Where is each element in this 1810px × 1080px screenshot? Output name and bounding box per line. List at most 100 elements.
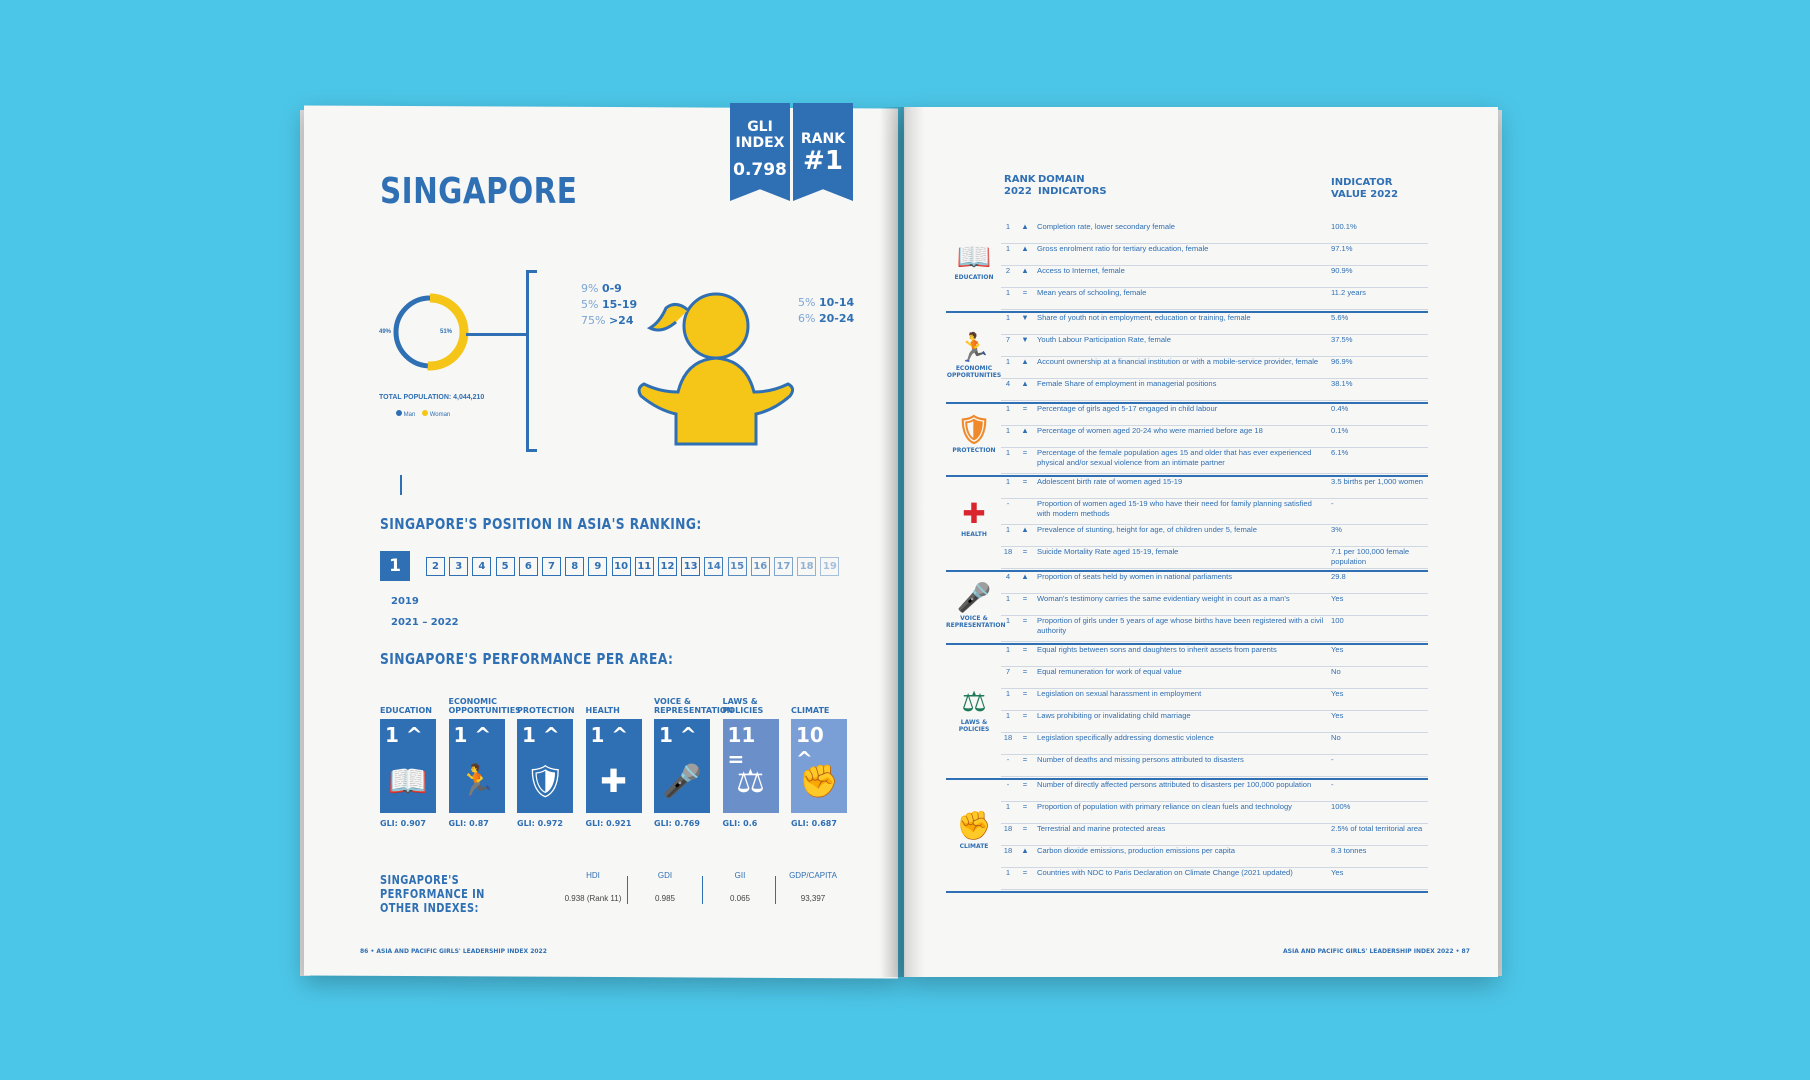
- row-indicator: Woman's testimony carries the same evide…: [1037, 594, 1290, 603]
- row-indicator: Gross enrolment ratio for tertiary educa…: [1037, 244, 1209, 253]
- row-divider: [1001, 710, 1428, 711]
- area-card: LAWS & POLICIES 11 = ⚖ GLI: 0.6: [722, 687, 779, 828]
- row-indicator: Adolescent birth rate of women aged 15-1…: [1037, 477, 1183, 486]
- index-item: HDI 0.938 (Rank 11): [558, 871, 628, 903]
- fist-plant-icon: ✊: [956, 809, 992, 842]
- table-row: 7 ▼ Youth Labour Participation Rate, femal…: [1001, 335, 1428, 357]
- area-tile: 1 ^ 🛡: [517, 719, 573, 813]
- domain-name: PROTECTION: [952, 447, 996, 454]
- left-page: [304, 105, 898, 979]
- row-rank: 1: [1005, 357, 1011, 366]
- row-rank: 1: [1005, 404, 1011, 413]
- row-rank: 1: [1005, 689, 1011, 698]
- row-divider: [1001, 334, 1428, 335]
- row-divider: [1001, 309, 1428, 310]
- row-indicator: Suicide Mortality Rate aged 15-19, femal…: [1037, 547, 1179, 556]
- row-divider: [1001, 568, 1428, 569]
- row-trend: =: [1022, 288, 1028, 297]
- donut-woman-arc: [391, 293, 469, 371]
- row-trend: ▲: [1021, 572, 1029, 581]
- table-row: 18 = Legislation specifically addressing d…: [1001, 733, 1428, 755]
- area-rank: 1 ^: [590, 723, 629, 747]
- area-label: EDUCATION: [380, 706, 432, 715]
- row-value: 100%: [1331, 802, 1351, 811]
- row-trend: ▼: [1021, 335, 1029, 344]
- row-value: 5.6%: [1331, 313, 1349, 322]
- row-indicator: Proportion of women aged 15-19 who have …: [1037, 499, 1312, 518]
- index-divider: [702, 876, 703, 904]
- area-tile: 10 ^ ✊: [791, 719, 847, 813]
- row-indicator: Mean years of schooling, female: [1037, 288, 1147, 297]
- row-indicator: Percentage of girls aged 5-17 engaged in…: [1037, 404, 1218, 413]
- area-label: LAWS & POLICIES: [722, 697, 764, 715]
- table-row: - Proportion of women aged 15-19 who have…: [1001, 499, 1428, 525]
- row-rank: 1: [1005, 244, 1011, 253]
- row-rank: 7: [1005, 667, 1011, 676]
- left-footer: 86 • ASIA AND PACIFIC GIRLS' LEADERSHIP …: [360, 948, 547, 955]
- girl-figure-icon: [637, 292, 795, 446]
- row-value: 96.9%: [1331, 357, 1353, 366]
- area-label: HEALTH: [585, 706, 620, 715]
- ranking-year-2019: 2019: [391, 596, 419, 607]
- ranking-box: 7: [542, 557, 561, 576]
- table-row: 1 = Laws prohibiting or invalidating child…: [1001, 711, 1428, 733]
- area-card: PROTECTION 1 ^ 🛡 GLI: 0.972: [517, 687, 575, 828]
- area-card: HEALTH 1 ^ ✚ GLI: 0.921: [585, 687, 642, 828]
- podium-speaker-icon: 🎤: [662, 763, 702, 799]
- area-card: VOICE & REPRESENTATION 1 ^ 🎤 GLI: 0.769: [654, 687, 733, 828]
- row-divider: [1001, 615, 1428, 616]
- table-row: 1 ▲ Percentage of women aged 20-24 who wer…: [1001, 426, 1428, 448]
- area-tile: 11 = ⚖: [722, 719, 779, 813]
- table-row: 18 = Suicide Mortality Rate aged 15-19, fe…: [1001, 547, 1428, 569]
- row-value: 0.4%: [1331, 404, 1349, 413]
- index-name: GDI: [657, 871, 673, 880]
- row-indicator: Equal rights between sons and daughters …: [1037, 645, 1277, 654]
- medical-kit-icon: ✚: [962, 497, 986, 530]
- ranking-box: 17: [774, 557, 793, 576]
- row-rank: 18: [1003, 547, 1013, 556]
- header-domain: DOMAIN INDICATORS: [1038, 174, 1107, 197]
- row-trend: =: [1022, 477, 1028, 486]
- area-gli: GLI: 0.687: [791, 819, 837, 828]
- header-rank: RANK 2022: [1004, 174, 1036, 197]
- legend-man-dot: [396, 410, 402, 416]
- index-item: GII 0.065: [705, 871, 775, 903]
- row-divider: [1001, 867, 1428, 868]
- table-row: 1 ▲ Gross enrolment ratio for tertiary edu…: [1001, 244, 1428, 266]
- domain-label: ✚ HEALTH: [946, 497, 1002, 538]
- podium-speaker-icon: 🎤: [956, 581, 992, 614]
- domain-name: ECONOMIC OPPORTUNITIES: [946, 365, 1002, 379]
- row-trend: =: [1022, 780, 1028, 789]
- row-value: No: [1331, 733, 1341, 742]
- row-trend: =: [1022, 802, 1028, 811]
- row-divider: [1001, 524, 1428, 525]
- area-gli: GLI: 0.87: [448, 819, 489, 828]
- row-trend: ▼: [1021, 313, 1029, 322]
- row-indicator: Proportion of girls under 5 years of age…: [1037, 616, 1324, 635]
- row-indicator: Female Share of employment in managerial…: [1037, 379, 1217, 388]
- row-divider: [1001, 356, 1428, 357]
- index-value: 0.065: [729, 894, 751, 903]
- row-value: 97.1%: [1331, 244, 1353, 253]
- row-trend: ▲: [1021, 379, 1029, 388]
- ranking-box: 6: [518, 557, 538, 576]
- ranking-box: 5: [495, 557, 515, 576]
- stairs-briefcase-icon: 🏃: [456, 763, 497, 799]
- row-rank: 1: [1005, 594, 1011, 603]
- row-value: Yes: [1331, 645, 1344, 654]
- row-trend: =: [1022, 689, 1028, 698]
- area-rank: 1 ^: [453, 723, 492, 747]
- row-indicator: Carbon dioxide emissions, production emi…: [1037, 846, 1235, 855]
- ranking-box: 18: [797, 557, 817, 576]
- row-value: Yes: [1331, 594, 1344, 603]
- row-indicator: Access to Internet, female: [1037, 266, 1125, 275]
- domain-divider: [946, 643, 1428, 645]
- domain-label: 🏃 ECONOMIC OPPORTUNITIES: [946, 331, 1002, 379]
- table-row: 2 ▲ Access to Internet, female 90.9%: [1001, 266, 1428, 288]
- table-row: 18 = Terrestrial and marine protected area…: [1001, 824, 1428, 846]
- row-divider: [1001, 823, 1428, 824]
- domain-label: ✊ CLIMATE: [946, 809, 1002, 850]
- row-trend: =: [1022, 616, 1028, 625]
- ranking-box: 12: [658, 557, 677, 576]
- ranking-box: 1: [380, 551, 410, 581]
